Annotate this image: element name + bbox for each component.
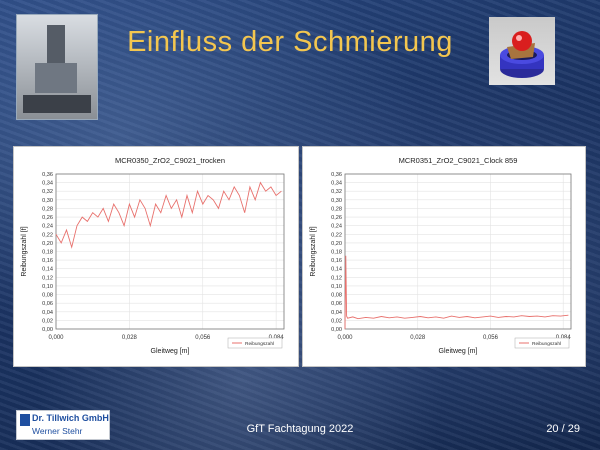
- y-tick-label: 0,04: [42, 310, 53, 316]
- y-tick-label: 0,24: [42, 224, 53, 230]
- legend-label: Reibungszahl: [532, 341, 561, 347]
- y-tick-label: 0,16: [331, 258, 342, 264]
- x-tick-label: 0,000: [48, 335, 64, 341]
- x-tick-label: 0,056: [483, 335, 499, 341]
- y-tick-label: 0,10: [42, 284, 53, 290]
- ball-on-disc-illustration: [489, 17, 555, 85]
- y-tick-label: 0,00: [42, 327, 53, 333]
- footer-event: GfT Fachtagung 2022: [246, 423, 354, 435]
- page-number: 20 / 29: [520, 423, 580, 435]
- machine-head: [47, 25, 65, 65]
- chart-panel-left: MCR0350_ZrO2_C9021_trocken 0,00 0,02 0,04 0,…: [13, 146, 299, 367]
- friction-chart-lubricated: MCR0351_ZrO2_C9021_Clock 859 0,00 0,02 0,04…: [310, 156, 572, 355]
- plot-frame: [344, 173, 572, 330]
- y-tick-label: 0,02: [331, 318, 342, 324]
- company-logo: Dr. Tillwich GmbH Werner Stehr: [16, 410, 110, 440]
- y-tick-label: 0,06: [331, 301, 342, 307]
- y-tick-label: 0,12: [331, 275, 342, 281]
- y-tick-label: 0,30: [42, 198, 53, 204]
- page-total: 29: [567, 423, 580, 435]
- y-tick-label: 0,26: [331, 215, 342, 221]
- y-tick-label: 0,08: [42, 293, 53, 299]
- legend-label: Reibungszahl: [245, 341, 274, 347]
- page-current: 20: [546, 423, 559, 435]
- y-tick-label: 0,18: [331, 250, 342, 256]
- chart-title: MCR0351_ZrO2_C9021_Clock 859: [399, 156, 518, 165]
- x-tick-label: 0,028: [122, 335, 138, 341]
- y-tick-label: 0,28: [42, 206, 53, 212]
- y-axis-label: Reibungszahl [f]: [310, 226, 317, 276]
- y-tick-label: 0,26: [42, 215, 53, 221]
- y-tick-label: 0,36: [331, 172, 342, 178]
- legend-box: [514, 337, 570, 349]
- logo-company-name: Dr. Tillwich GmbH: [32, 413, 109, 423]
- y-tick-label: 0,02: [42, 318, 53, 324]
- y-tick-label: 0,22: [331, 232, 342, 238]
- x-tick-label: 0,056: [195, 335, 211, 341]
- y-tick-label: 0,20: [331, 241, 342, 247]
- chart-panel-right: MCR0351_ZrO2_C9021_Clock 859 0,00 0,02 0,04…: [302, 146, 586, 367]
- chart-title: MCR0350_ZrO2_C9021_trocken: [115, 156, 225, 165]
- machine-body: [35, 63, 77, 93]
- series-line: [55, 181, 282, 249]
- y-tick-label: 0,10: [331, 284, 342, 290]
- slide-title: Einfluss der Schmierung: [127, 26, 453, 58]
- y-tick-label: 0,34: [331, 181, 342, 187]
- y-tick-label: 0,28: [331, 206, 342, 212]
- y-tick-label: 0,20: [42, 241, 53, 247]
- y-tick-label: 0,14: [331, 267, 342, 273]
- y-tick-label: 0,12: [42, 275, 53, 281]
- friction-chart-dry: MCR0350_ZrO2_C9021_trocken 0,00 0,02 0,04 0,…: [21, 156, 285, 355]
- y-tick-label: 0,18: [42, 250, 53, 256]
- x-tick-label: 0,000: [337, 335, 353, 341]
- legend-box: [227, 337, 283, 349]
- y-tick-label: 0,32: [42, 189, 53, 195]
- y-tick-label: 0,32: [331, 189, 342, 195]
- y-tick-label: 0,00: [331, 327, 342, 333]
- x-tick-label: 0,028: [410, 335, 426, 341]
- x-axis-label: Gleitweg [m]: [439, 348, 478, 355]
- y-tick-label: 0,06: [42, 301, 53, 307]
- page-separator: /: [561, 423, 565, 435]
- y-tick-label: 0,22: [42, 232, 53, 238]
- y-tick-label: 0,04: [331, 310, 342, 316]
- y-tick-label: 0,14: [42, 267, 53, 273]
- y-tick-label: 0,34: [42, 181, 53, 187]
- y-tick-label: 0,36: [42, 172, 53, 178]
- logo-mark-icon: [20, 414, 30, 426]
- machine-base: [23, 95, 91, 113]
- y-tick-label: 0,08: [331, 293, 342, 299]
- logo-person-name: Werner Stehr: [32, 426, 83, 436]
- series-line: [344, 255, 569, 330]
- plot-frame: [55, 173, 285, 330]
- x-axis-label: Gleitweg [m]: [151, 348, 190, 355]
- machine-photo: [16, 14, 98, 120]
- y-axis-label: Reibungszahl [f]: [21, 226, 28, 276]
- y-tick-label: 0,30: [331, 198, 342, 204]
- y-tick-label: 0,24: [331, 224, 342, 230]
- y-tick-label: 0,16: [42, 258, 53, 264]
